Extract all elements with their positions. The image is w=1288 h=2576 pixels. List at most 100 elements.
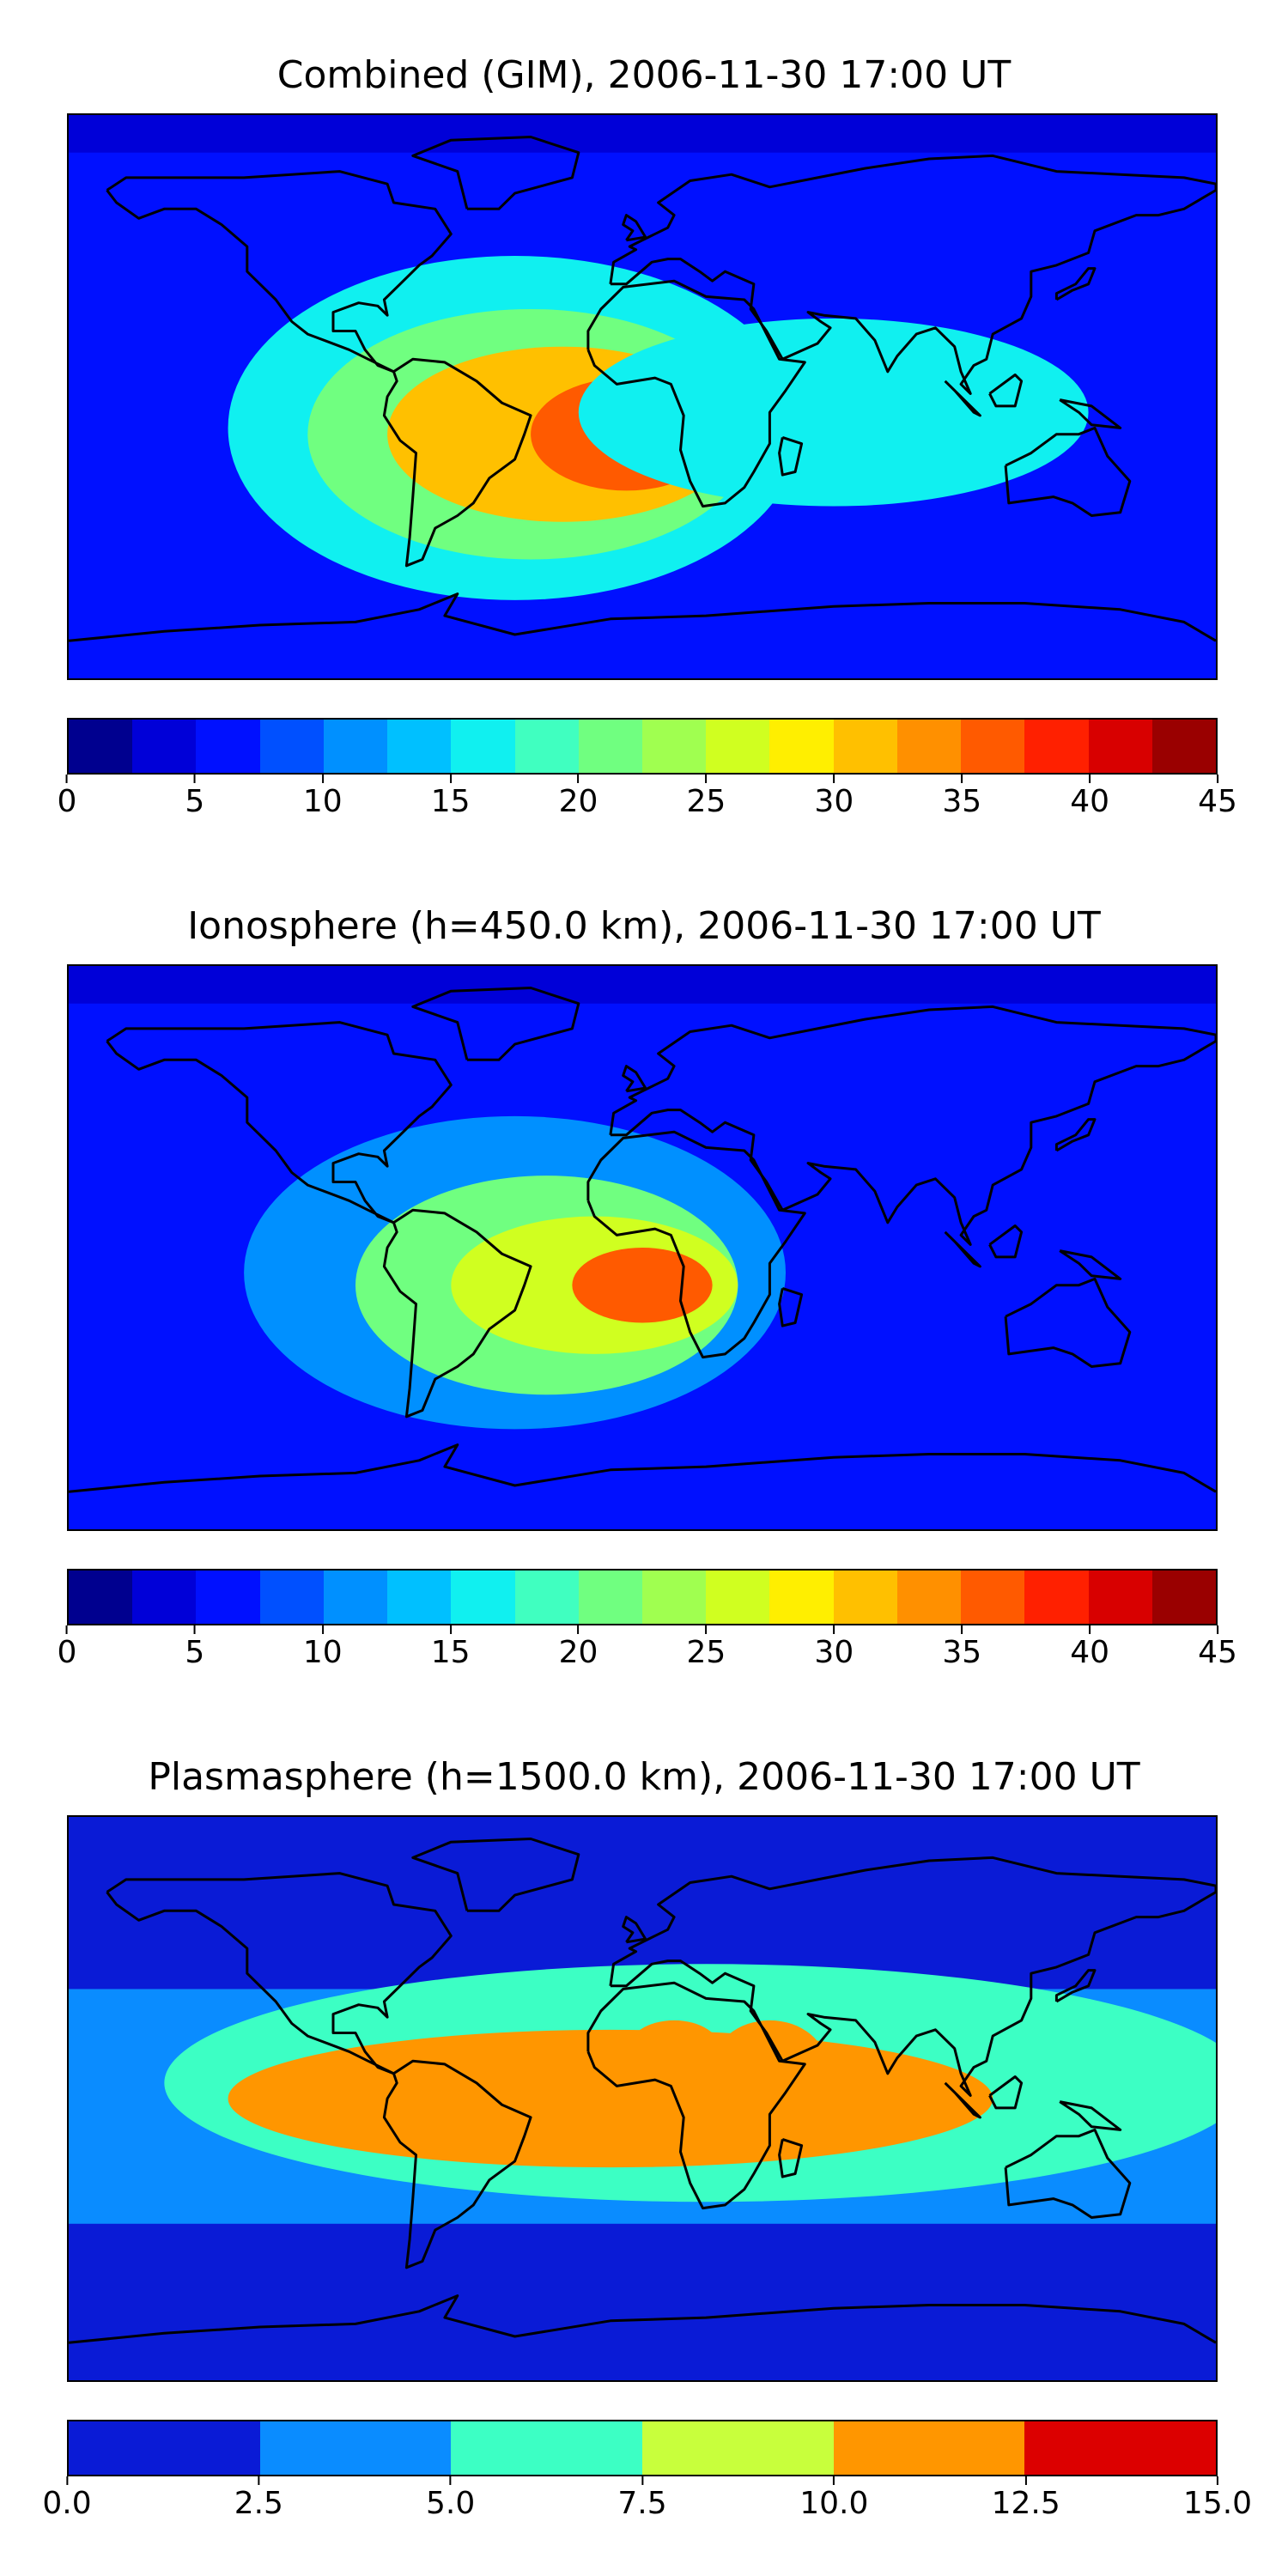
colorbar-segment bbox=[1151, 720, 1216, 773]
colorbar-tick: 10 bbox=[303, 1625, 343, 1672]
panel-title-ionosphere: Ionosphere (h=450.0 km), 2006-11-30 17:0… bbox=[187, 904, 1101, 948]
tick-mark bbox=[449, 775, 452, 783]
coastline bbox=[586, 1130, 806, 1359]
colorbar-segment bbox=[641, 1571, 707, 1624]
colorbar-segment bbox=[706, 1571, 770, 1624]
colorbar-segment bbox=[387, 720, 452, 773]
colorbar-ticks-ionosphere: 0 5 10 15 20 25 30 35 40 45 bbox=[58, 1625, 1237, 1677]
colorbar-segment bbox=[961, 1571, 1025, 1624]
tick-label: 7.5 bbox=[617, 2486, 667, 2521]
tick-label: 45 bbox=[1198, 1635, 1237, 1670]
tick-mark bbox=[961, 775, 963, 783]
colorbar-tick: 20 bbox=[559, 775, 598, 821]
coastline bbox=[609, 1856, 1216, 2097]
colorbar-tick: 15 bbox=[431, 775, 471, 821]
tick-mark bbox=[66, 1625, 68, 1634]
tick-label: 25 bbox=[686, 784, 726, 819]
colorbar-tick: 0 bbox=[57, 775, 77, 821]
tec-contour bbox=[479, 2095, 506, 2115]
coastline bbox=[382, 1208, 532, 1419]
tick-label: 12.5 bbox=[991, 2486, 1060, 2521]
tick-mark bbox=[321, 1625, 324, 1634]
coastline bbox=[944, 1230, 981, 1268]
tick-mark bbox=[641, 2476, 643, 2485]
coastline bbox=[106, 1872, 453, 2075]
colorbar-tick: 45 bbox=[1198, 775, 1237, 821]
polar-band bbox=[69, 966, 1216, 1004]
tec-contour bbox=[626, 2020, 722, 2083]
colorbar-segment bbox=[514, 1571, 579, 1624]
colorbar-segment bbox=[132, 1571, 197, 1624]
tick-label: 40 bbox=[1070, 784, 1110, 819]
tick-label: 20 bbox=[558, 784, 598, 819]
colorbar-tick: 25 bbox=[687, 775, 726, 821]
coastline bbox=[622, 1065, 647, 1093]
colorbar-tick: 30 bbox=[814, 1625, 854, 1672]
coastline bbox=[778, 2137, 804, 2178]
tick-mark bbox=[1024, 2476, 1027, 2485]
coastline bbox=[411, 987, 580, 1061]
tick-mark bbox=[193, 775, 196, 783]
colorbar-segment bbox=[833, 2421, 1025, 2475]
coastline bbox=[944, 2081, 981, 2119]
coastline bbox=[622, 214, 647, 242]
colorbar-tick: 2.5 bbox=[234, 2476, 283, 2523]
colorbar-tick: 0.0 bbox=[42, 2476, 92, 2523]
colorbar-segment bbox=[69, 2421, 260, 2475]
colorbar-tick: 35 bbox=[942, 775, 981, 821]
colorbar-tick: 10.0 bbox=[799, 2476, 868, 2523]
tick-mark bbox=[193, 1625, 196, 1634]
coastline bbox=[411, 1838, 580, 1912]
colorbar-tick: 40 bbox=[1070, 1625, 1109, 1672]
colorbar-segment bbox=[514, 720, 579, 773]
colorbar-segment bbox=[896, 720, 962, 773]
colorbar-tick: 10 bbox=[303, 775, 343, 821]
colorbar-ticks-plasmasphere: 0.0 2.5 5.0 7.5 10.0 12.5 15.0 bbox=[42, 2476, 1252, 2528]
colorbar-plasmasphere bbox=[67, 2420, 1218, 2476]
panel-title-combined: Combined (GIM), 2006-11-30 17:00 UT bbox=[276, 53, 1012, 97]
tick-label: 10.0 bbox=[799, 2486, 869, 2521]
coastline bbox=[778, 435, 804, 477]
coastline bbox=[1059, 398, 1122, 429]
tec-contour bbox=[572, 1248, 713, 1323]
polar-band bbox=[69, 115, 1216, 153]
tick-label: 0 bbox=[57, 1635, 77, 1670]
colorbar-segment bbox=[1024, 1571, 1089, 1624]
colorbar-segment bbox=[833, 1571, 897, 1624]
colorbar-tick: 40 bbox=[1070, 775, 1109, 821]
map-svg bbox=[69, 966, 1216, 1529]
tick-label: 15 bbox=[430, 784, 471, 819]
tick-mark bbox=[833, 1625, 835, 1634]
coastline bbox=[411, 136, 580, 210]
coastline bbox=[1004, 426, 1132, 517]
tick-label: 5 bbox=[185, 784, 205, 819]
colorbar-segment bbox=[196, 720, 260, 773]
coastline bbox=[1054, 1969, 1097, 2003]
colorbar-segment bbox=[323, 720, 388, 773]
tick-mark bbox=[833, 775, 835, 783]
coastline bbox=[1004, 2128, 1132, 2219]
tick-label: 30 bbox=[814, 784, 854, 819]
coastline bbox=[106, 1021, 453, 1224]
tec-contour bbox=[578, 318, 1089, 507]
map-svg bbox=[69, 1817, 1216, 2380]
tick-label: 0 bbox=[57, 784, 77, 819]
colorbar-segment bbox=[259, 2421, 452, 2475]
coastline bbox=[1054, 1118, 1097, 1152]
tick-label: 30 bbox=[814, 1635, 854, 1670]
tick-mark bbox=[449, 2476, 452, 2485]
tick-label: 15.0 bbox=[1182, 2486, 1253, 2521]
colorbar-tick: 20 bbox=[559, 1625, 598, 1672]
colorbar-tick: 30 bbox=[814, 775, 854, 821]
colorbar-segment bbox=[323, 1571, 388, 1624]
tick-label: 10 bbox=[302, 1635, 343, 1670]
colorbar-segment bbox=[961, 720, 1025, 773]
map-combined bbox=[67, 113, 1218, 680]
tick-mark bbox=[66, 775, 68, 783]
map-plasmasphere bbox=[67, 1815, 1218, 2382]
coastline bbox=[609, 1005, 1216, 1246]
colorbar-ionosphere bbox=[67, 1569, 1218, 1625]
colorbar-ticks-combined: 0 5 10 15 20 25 30 35 40 45 bbox=[58, 775, 1237, 826]
colorbar-tick: 5 bbox=[185, 1625, 204, 1672]
colorbar-segment bbox=[769, 720, 834, 773]
